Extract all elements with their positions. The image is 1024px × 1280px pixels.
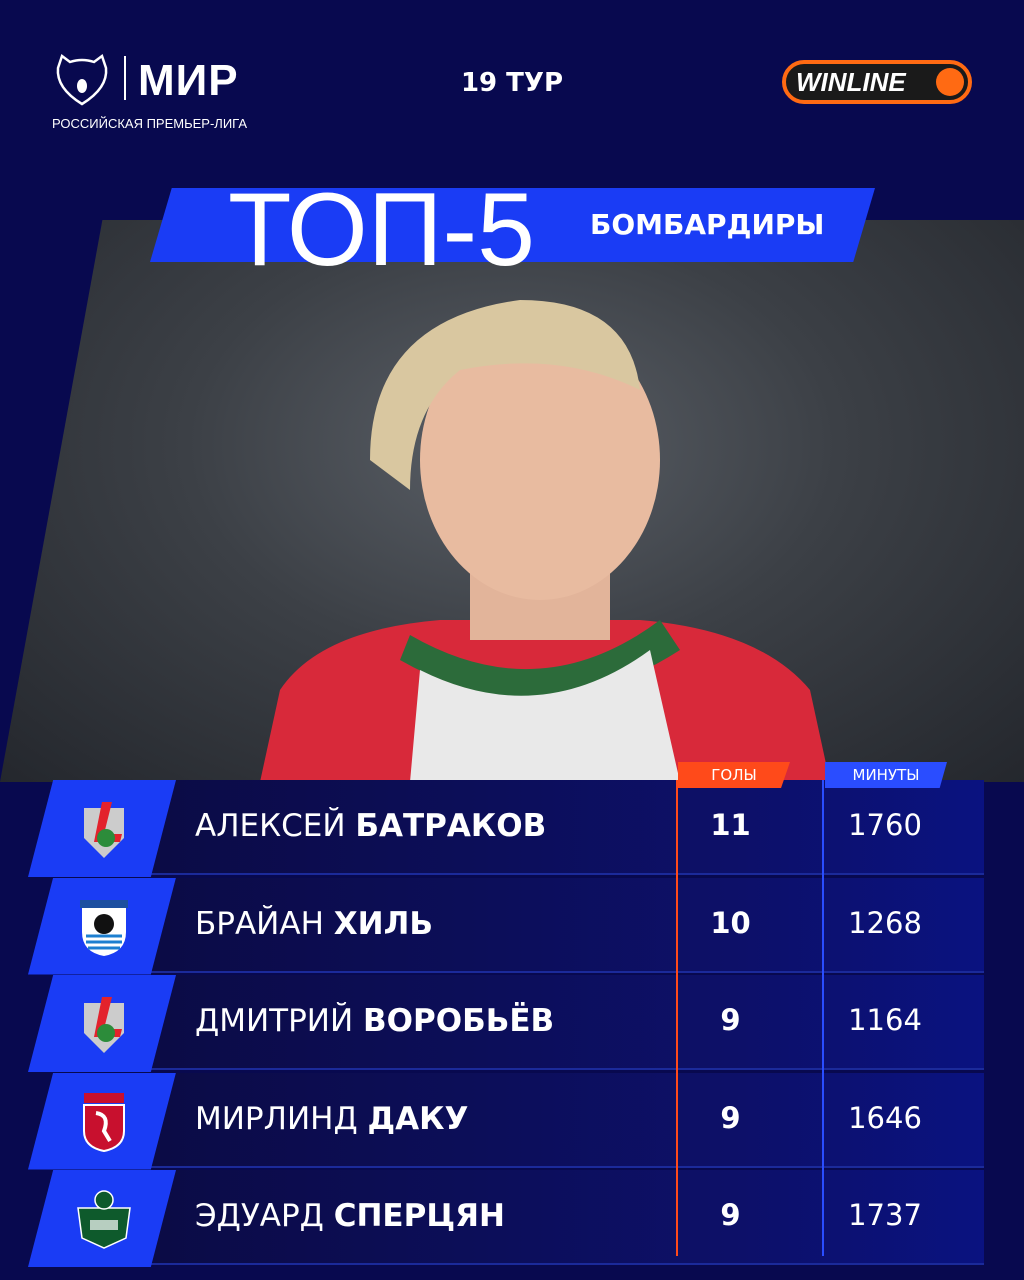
krasnodar-club-logo-icon <box>77 1190 131 1249</box>
sponsor-name: WINLINE <box>796 66 906 97</box>
minutes-value: 1737 <box>848 1198 922 1232</box>
page-subtitle: БОМБАРДИРЫ <box>590 208 825 241</box>
sponsor-dot-icon <box>936 68 964 96</box>
minutes-value: 1646 <box>848 1100 922 1135</box>
player-photo <box>260 300 830 782</box>
player-last-name: СПЕРЦЯН <box>333 1198 505 1234</box>
player-name: ДМИТРИЙ ВОРОБЬЁВ <box>195 1003 554 1039</box>
player-last-name: БАТРАКОВ <box>355 808 547 844</box>
brand-name: МИР <box>138 56 239 105</box>
player-name: АЛЕКСЕЙ БАТРАКОВ <box>195 808 546 844</box>
row-background <box>145 1072 984 1168</box>
player-first-name: ЭДУАРД <box>195 1198 324 1234</box>
minutes-value: 1164 <box>848 1003 922 1037</box>
rubin-club-logo-icon <box>83 1092 125 1152</box>
lokomotiv-club-logo-icon <box>84 802 124 858</box>
page-title: ТОП-5 <box>228 172 535 288</box>
logo-divider <box>124 56 126 100</box>
player-name: БРАЙАН ХИЛЬ <box>195 906 433 942</box>
baltika-club-logo-icon <box>80 899 128 956</box>
table-row: МИРЛИНД ДАКУ 9 1646 <box>0 1072 1024 1170</box>
league-name: РОССИЙСКАЯ ПРЕМЬЕР-ЛИГА <box>52 116 248 131</box>
lokomotiv-club-logo-icon <box>84 997 124 1053</box>
player-first-name: БРАЙАН <box>195 905 324 942</box>
player-last-name: ВОРОБЬЁВ <box>363 1003 555 1039</box>
minutes-value: 1760 <box>848 808 922 842</box>
player-first-name: ДМИТРИЙ <box>195 1003 354 1039</box>
goals-value: 11 <box>710 808 751 842</box>
goals-value: 9 <box>720 1003 741 1037</box>
minutes-value: 1268 <box>848 905 922 940</box>
player-last-name: ХИЛЬ <box>333 905 433 942</box>
minutes-column-line <box>822 780 824 1256</box>
player-first-name: МИРЛИНД <box>195 1100 358 1137</box>
minutes-header: МИНУТЫ <box>825 762 947 788</box>
player-name: МИРЛИНД ДАКУ <box>195 1101 468 1137</box>
table-row: БРАЙАН ХИЛЬ 10 1268 <box>0 877 1024 975</box>
sponsor-logo: WINLINE <box>782 60 972 104</box>
goals-value: 9 <box>720 1100 741 1135</box>
row-background <box>145 877 984 973</box>
player-first-name: АЛЕКСЕЙ <box>195 808 346 844</box>
table-row: ДМИТРИЙ ВОРОБЬЁВ 9 1164 <box>0 975 1024 1072</box>
row-background <box>145 975 984 1070</box>
goals-value: 10 <box>710 905 751 940</box>
table-row: АЛЕКСЕЙ БАТРАКОВ 11 1760 <box>0 780 1024 877</box>
row-background <box>145 780 984 875</box>
goals-header: ГОЛЫ <box>678 762 790 788</box>
table-row: ЭДУАРД СПЕРЦЯН 9 1737 <box>0 1170 1024 1267</box>
title-banner <box>150 188 875 262</box>
goals-value: 9 <box>720 1198 741 1232</box>
goals-column-line <box>676 780 678 1256</box>
player-name: ЭДУАРД СПЕРЦЯН <box>195 1198 505 1234</box>
row-background <box>145 1170 984 1265</box>
player-last-name: ДАКУ <box>367 1100 469 1137</box>
round-label: 19 ТУР <box>460 68 564 98</box>
rpl-bear-logo <box>56 53 108 106</box>
